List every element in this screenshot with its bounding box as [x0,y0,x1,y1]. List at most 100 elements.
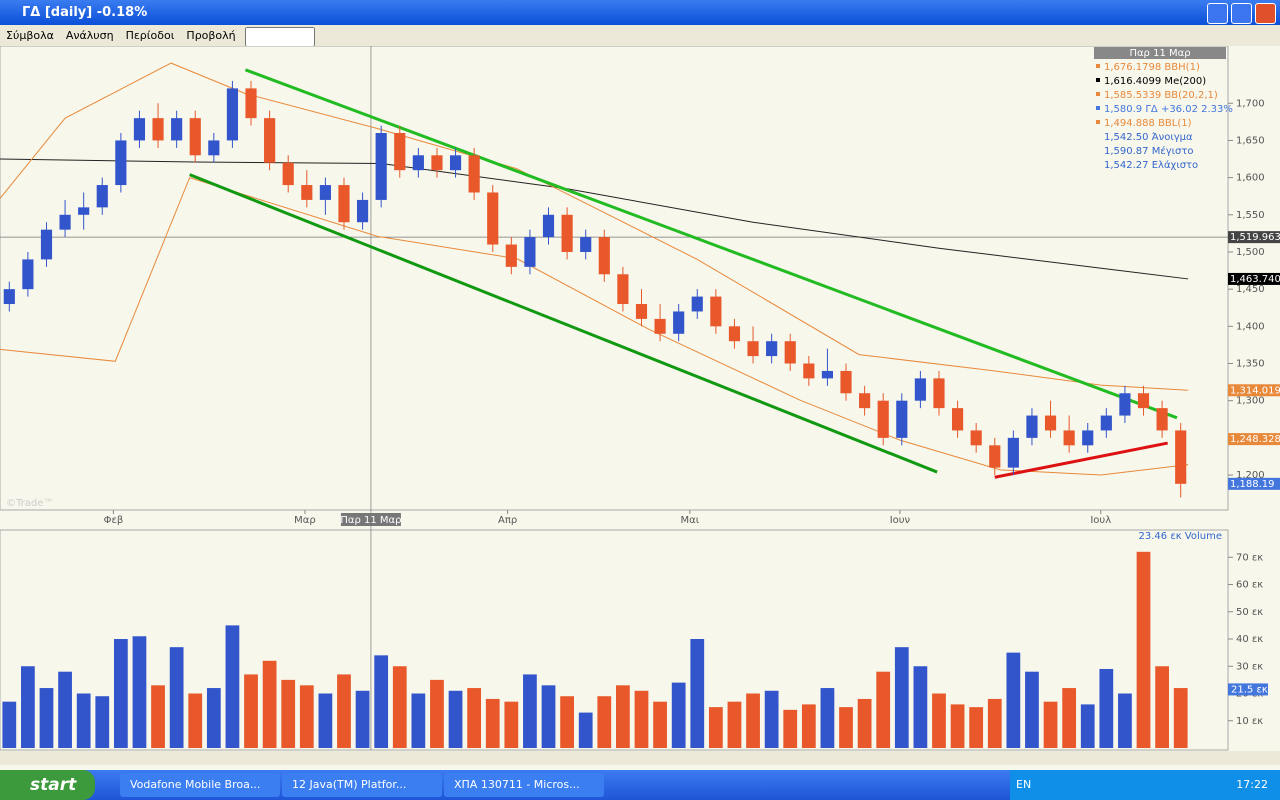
candle-body [561,214,573,252]
y-tick-label: 1,200 [1236,470,1265,481]
volume-bar [318,693,333,748]
volume-panel [0,529,1229,751]
volume-bar [448,690,463,748]
volume-bar [727,701,742,748]
volume-tag-bg [1228,683,1268,696]
window-title: ΓΔ [daily] -0.18% [22,5,148,20]
candle-body [338,185,350,223]
y-tick-label: 30 εκ [1236,661,1263,672]
volume-bar [58,671,72,748]
legend-swatch [1096,92,1100,96]
volume-bar [411,693,426,748]
volume-bar [392,666,407,748]
y-tick-label: 1,550 [1236,210,1265,221]
candle-body [1026,415,1038,438]
minimize[interactable] [1207,3,1228,24]
volume-bar [801,704,816,748]
y-tick-label: 40 εκ [1236,634,1263,645]
volume-bar [1136,551,1151,748]
legend-item: 1,676.1798 BBH(1) [1104,62,1200,73]
volume-bar [950,704,965,748]
candle-body [412,155,424,171]
search-box[interactable] [245,26,316,47]
candle-body [301,185,313,200]
watermark: ©Trade™ [6,498,53,509]
menu-item[interactable]: Περίοδοι [125,29,175,42]
tray: EN 17:22 [1010,770,1280,800]
volume-bar [430,679,444,748]
volume-bar [1062,688,1077,748]
close[interactable] [1255,3,1276,24]
volume-bar [932,693,946,748]
price-tag-bg [1228,272,1280,285]
task-button[interactable]: 12 Java(TM) Platfor... [282,773,442,797]
y-tick-label: 1,500 [1236,247,1265,258]
volume-bar [597,696,612,748]
task-button[interactable]: Vodafone Mobile Broa... [120,773,280,797]
candle-body [78,207,90,215]
candle-body [710,296,722,327]
start-button[interactable]: start [0,770,95,800]
candle-body [654,318,666,334]
candle-body [431,155,443,171]
price-tag: 1,248.328 [1230,434,1280,445]
volume-bar [616,685,630,748]
title-bar: ΓΔ [daily] -0.18% [0,0,1280,25]
scrollbar[interactable] [0,751,1280,765]
candle-body [1082,430,1094,446]
volume-bar [913,666,928,748]
candle-body [784,341,796,364]
volume-bar [113,639,128,748]
legend-swatch [1096,64,1100,68]
candle-body [970,430,982,446]
candle-body [115,140,127,186]
volume-bar [76,693,91,748]
legend-item: 1,580.9 ΓΔ +36.02 2.33% [1104,104,1233,115]
volume-bar [1006,652,1021,748]
candle-body [524,237,536,267]
crosshair-label: Παρ 11 Μαρ [340,515,401,526]
volume-bar [634,690,649,748]
menu-item[interactable]: Ανάλυση [65,29,114,42]
price-tag-bg [1228,231,1280,244]
candle-body [245,88,257,119]
y-tick-label: 70 εκ [1236,552,1263,563]
volume-bar [708,707,723,748]
volume-bar [169,647,184,748]
y-tick-label: 1,350 [1236,359,1265,370]
menu-item[interactable]: Σύμβολα [6,29,54,42]
volume-bar [820,688,835,748]
volume-bar [485,698,500,748]
volume-bar [206,688,221,748]
candle-body [1175,430,1187,484]
volume-bar [690,639,705,748]
candle-body [989,445,1001,468]
volume-bar [987,698,1002,748]
volume-bar [653,701,667,748]
candle-body [226,88,238,141]
menu-item[interactable]: Προβολή [186,29,236,42]
candle-body [208,140,220,156]
legend-swatch [1096,120,1100,124]
y-tick-label: 1,600 [1236,173,1265,184]
price-tag: 1,519.963 [1230,232,1280,243]
candle-body [282,162,294,186]
task-button[interactable]: ΧΠΑ 130711 - Micros... [444,773,604,797]
candle-body [1156,408,1168,431]
volume-bar [1099,668,1114,748]
y-tick-label: 1,300 [1236,396,1265,407]
y-tick-label: 1,400 [1236,321,1265,332]
price-tag: 1,188.19 [1230,479,1275,490]
x-tick-label: Μαι [681,515,700,526]
candle-body [747,341,759,357]
volume-bar [783,709,798,748]
language[interactable]: EN [1016,778,1032,791]
volume-bar [876,671,891,748]
candle-body [3,289,15,305]
volume-bar [299,685,314,748]
volume-bar [1025,671,1039,748]
maximize[interactable] [1231,3,1252,24]
candle-body [40,229,53,260]
candle-body [1044,415,1057,431]
candle-body [189,118,201,156]
